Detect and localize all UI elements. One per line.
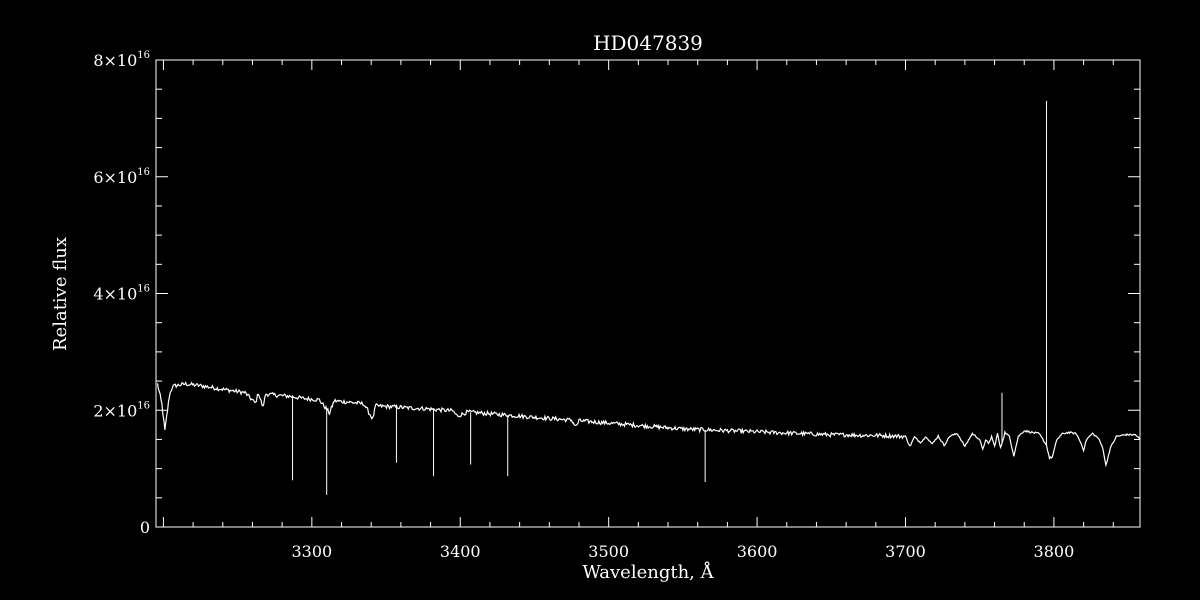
y-tick-label: 6×1016 — [93, 167, 150, 187]
x-tick-label: 3700 — [885, 542, 926, 561]
x-tick-label: 3600 — [737, 542, 778, 561]
y-axis-label: Relative flux — [50, 237, 71, 351]
spectral-spikes — [292, 100, 1047, 495]
chart-title: HD047839 — [593, 31, 703, 55]
x-tick-label: 3500 — [588, 542, 629, 561]
axis-ticks — [156, 59, 1140, 528]
y-tick-label: 4×1016 — [93, 284, 150, 304]
y-tick-labels: 0 2×1016 4×1016 6×1016 8×1016 — [93, 50, 150, 537]
flux-line — [156, 381, 1141, 468]
y-tick-label: 8×1016 — [93, 50, 150, 70]
y-tick-label: 0 — [140, 518, 150, 537]
x-tick-label: 3400 — [440, 542, 481, 561]
x-tick-label: 3300 — [291, 542, 332, 561]
flux-series — [156, 381, 1141, 468]
x-axis-label: Wavelength, Å — [582, 561, 714, 583]
x-tick-label: 3800 — [1034, 542, 1075, 561]
y-tick-label: 2×1016 — [93, 400, 150, 420]
x-tick-labels: 3300 3400 3500 3600 3700 3800 — [291, 542, 1074, 561]
plot-frame — [155, 59, 1141, 528]
